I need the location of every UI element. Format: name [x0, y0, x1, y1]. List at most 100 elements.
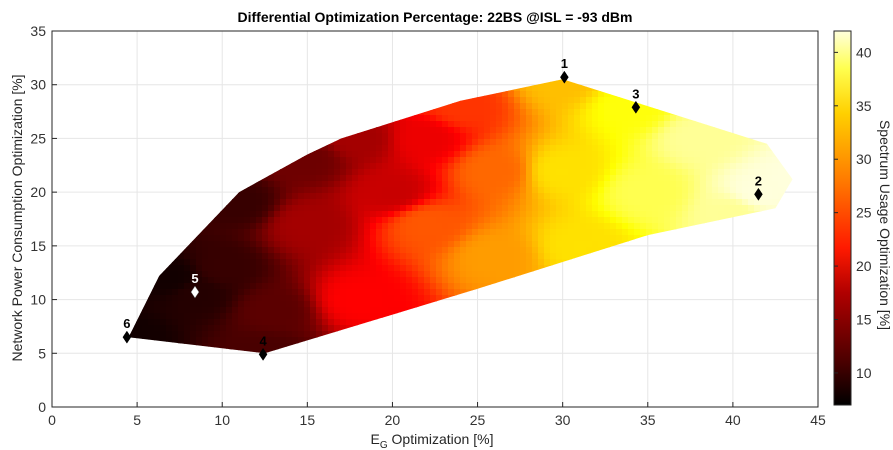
surface-cell [268, 223, 275, 230]
surface-cell [442, 163, 449, 170]
surface-cell [478, 253, 485, 260]
surface-cell [466, 253, 473, 260]
surface-cell [436, 169, 443, 176]
surface-cell [448, 127, 455, 134]
surface-cell [310, 277, 317, 284]
surface-cell [382, 205, 389, 212]
surface-cell [262, 283, 269, 290]
surface-cell [466, 283, 473, 290]
surface-cell [490, 181, 497, 188]
surface-cell [334, 259, 341, 266]
surface-cell [412, 193, 419, 200]
surface-cell [250, 211, 257, 218]
surface-cell [310, 253, 317, 260]
surface-cell [382, 241, 389, 248]
surface-cell [484, 199, 491, 206]
surface-cell [274, 187, 281, 194]
surface-cell [274, 175, 281, 182]
surface-cell [148, 319, 155, 326]
surface-cell [400, 181, 407, 188]
surface-cell [256, 307, 263, 314]
surface-cell [334, 265, 341, 272]
surface-cell [412, 151, 419, 158]
surface-cell [394, 157, 401, 164]
surface-cell [316, 319, 323, 326]
surface-cell [250, 235, 257, 242]
surface-cell [226, 229, 233, 236]
surface-cell [256, 205, 263, 212]
surface-cell [292, 265, 299, 272]
surface-cell [496, 121, 503, 128]
surface-cell [322, 331, 329, 338]
surface-cell [466, 271, 473, 278]
surface-cell [364, 289, 371, 296]
surface-cell [352, 241, 359, 248]
surface-cell [196, 259, 203, 266]
surface-cell [448, 271, 455, 278]
surface-cell [298, 157, 305, 164]
surface-cell [304, 157, 311, 164]
surface-cell [376, 307, 383, 314]
surface-cell [268, 193, 275, 200]
surface-cell [388, 241, 395, 248]
surface-cell [232, 307, 239, 314]
surface-cell [376, 127, 383, 134]
surface-cell [184, 265, 191, 272]
surface-cell [418, 157, 425, 164]
surface-cell [226, 307, 233, 314]
surface-cell [286, 307, 293, 314]
surface-cell [418, 247, 425, 254]
surface-cell [322, 193, 329, 200]
surface-cell [364, 127, 371, 134]
surface-cell [244, 289, 251, 296]
surface-cell [262, 271, 269, 278]
surface-cell [316, 157, 323, 164]
surface-cell [196, 313, 203, 320]
surface-cell [406, 199, 413, 206]
surface-cell [196, 241, 203, 248]
surface-cell [334, 241, 341, 248]
surface-cell [346, 181, 353, 188]
surface-cell [454, 229, 461, 236]
surface-cell [262, 265, 269, 272]
surface-cell [490, 277, 497, 284]
surface-cell [442, 121, 449, 128]
surface-cell [244, 205, 251, 212]
surface-cell [484, 229, 491, 236]
surface-cell [454, 151, 461, 158]
surface-cell [352, 289, 359, 296]
surface-cell [382, 163, 389, 170]
surface-cell [406, 235, 413, 242]
surface-cell [472, 247, 479, 254]
surface-cell [208, 283, 215, 290]
surface-cell [472, 127, 479, 134]
surface-cell [370, 151, 377, 158]
surface-cell [208, 319, 215, 326]
surface-cell [172, 307, 179, 314]
surface-cell [442, 229, 449, 236]
surface-cell [304, 325, 311, 332]
surface-cell [514, 115, 521, 122]
surface-cell [358, 319, 365, 326]
surface-cell [244, 259, 251, 266]
surface-cell [286, 325, 293, 332]
surface-cell [184, 247, 191, 254]
surface-cell [472, 175, 479, 182]
surface-cell [502, 217, 509, 224]
surface-cell [370, 193, 377, 200]
surface-cell [280, 259, 287, 266]
surface-cell [496, 127, 503, 134]
surface-cell [298, 187, 305, 194]
surface-cell [286, 163, 293, 170]
surface-cell [214, 277, 221, 284]
surface-cell [406, 277, 413, 284]
surface-cell [376, 175, 383, 182]
surface-cell [388, 193, 395, 200]
surface-cell [436, 157, 443, 164]
surface-cell [196, 325, 203, 332]
surface-cell [376, 163, 383, 170]
surface-cell [454, 127, 461, 134]
surface-cell [400, 157, 407, 164]
surface-cell [382, 265, 389, 272]
surface-cell [382, 295, 389, 302]
